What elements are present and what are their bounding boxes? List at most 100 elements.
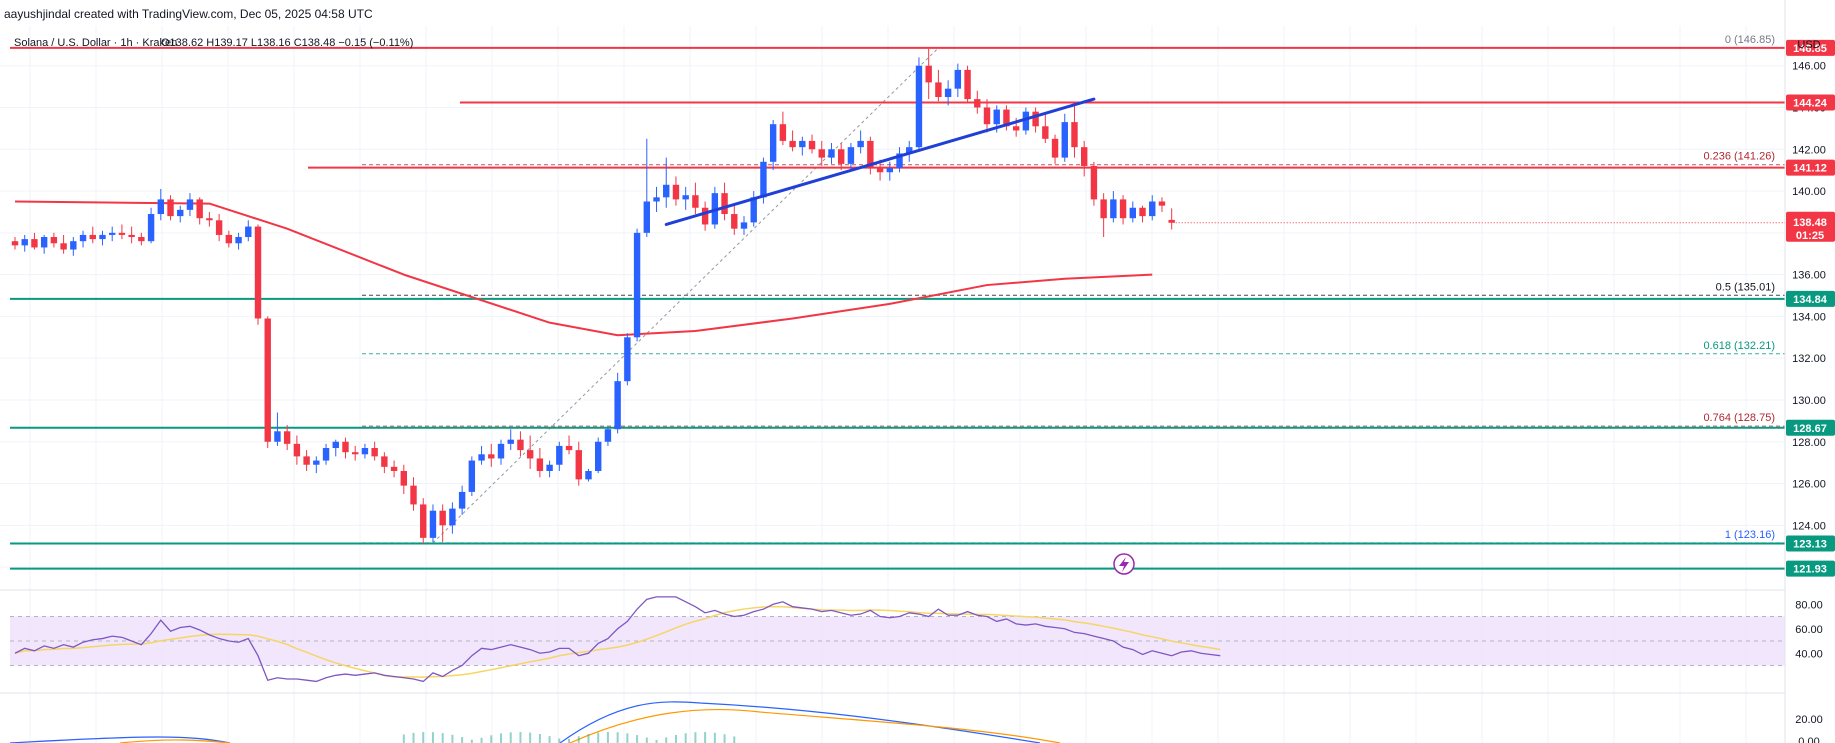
candle-body: [118, 232, 126, 235]
price-tag-label: 121.93: [1793, 564, 1827, 576]
price-tag-label: 123.13: [1793, 538, 1827, 550]
candle-body: [361, 448, 369, 455]
candle-body: [254, 226, 262, 319]
histogram-bar: [558, 738, 561, 743]
signal-line: [119, 708, 1061, 743]
candle-body: [1022, 111, 1030, 131]
candle-body: [546, 464, 553, 472]
histogram-bar: [422, 732, 425, 743]
price-tick-label: 132.00: [1792, 353, 1826, 365]
rsi-pane: [10, 596, 1785, 683]
price-tag-box: [1786, 94, 1835, 111]
candle-body: [847, 147, 855, 164]
candle-body: [206, 218, 213, 221]
histogram-bar: [480, 737, 483, 743]
candle-body: [526, 450, 534, 459]
price-tag-label: 146.85: [1793, 43, 1827, 55]
candle-body: [186, 199, 194, 210]
candle-body: [565, 445, 573, 451]
symbol-title[interactable]: Solana / U.S. Dollar · 1h · Kraken: [14, 37, 177, 49]
current-price-label: 138.48: [1793, 217, 1827, 229]
candle-body: [400, 471, 407, 486]
candle-body: [614, 381, 621, 430]
histogram-bar: [713, 732, 716, 743]
candle-body: [1149, 201, 1156, 217]
candle-body: [585, 471, 592, 480]
lower-indicator-pane: [9, 701, 1061, 743]
histogram-bar: [548, 736, 551, 743]
candle-body: [1100, 199, 1107, 219]
histogram-bar: [441, 733, 444, 743]
histogram-bar: [694, 732, 697, 743]
candle-body: [215, 220, 223, 235]
candle-body: [109, 232, 116, 235]
rsi-tick-label: 80.00: [1795, 599, 1823, 611]
price-tag-label: 134.84: [1793, 294, 1828, 306]
candle-body: [1051, 138, 1059, 158]
candle-body: [1110, 199, 1117, 219]
candle-body: [420, 504, 427, 538]
currency-label[interactable]: USD: [1797, 39, 1820, 51]
candle-body: [604, 429, 612, 442]
price-tag-label: 141.12: [1793, 163, 1827, 175]
candle-body: [1168, 219, 1175, 223]
histogram-bar: [626, 733, 629, 743]
moving-average: [14, 200, 1153, 337]
candle-body: [313, 460, 320, 465]
price-tag-box: [1786, 159, 1835, 176]
price-tag-box: [1786, 419, 1835, 436]
price-tick-label: 140.00: [1792, 186, 1826, 198]
candle-body: [225, 234, 233, 244]
histogram-bar: [704, 732, 707, 743]
candle-body: [21, 239, 28, 246]
price-axis[interactable]: [1785, 0, 1835, 743]
candle-body: [769, 124, 777, 162]
histogram-bar: [733, 736, 736, 743]
candle-body: [672, 184, 680, 200]
candle-body: [352, 452, 359, 455]
price-tick-label: 134.00: [1792, 311, 1826, 323]
candle-body: [70, 241, 77, 250]
rsi-band: [10, 616, 1785, 666]
candle-body: [974, 99, 981, 108]
price-tick-label: 146.00: [1792, 61, 1826, 73]
candle-body: [1012, 126, 1020, 131]
candle-body: [11, 241, 19, 246]
candle-body: [789, 140, 796, 148]
trendline[interactable]: [664, 97, 1096, 226]
price-tick-label: 128.00: [1792, 437, 1826, 449]
candle-body: [1129, 207, 1136, 219]
histogram-bar: [538, 733, 541, 743]
horizontal-levels[interactable]: [10, 46, 1785, 570]
candle-body: [750, 197, 757, 223]
candle-body: [31, 239, 38, 248]
candle-body: [1003, 109, 1010, 127]
histogram-bar: [509, 732, 512, 743]
candle-body: [1139, 207, 1146, 217]
rsi-line: [14, 596, 1221, 683]
histogram-bar: [597, 732, 600, 743]
candle-body: [808, 140, 816, 150]
candle-body: [633, 232, 641, 338]
candle-body: [1158, 201, 1166, 206]
candle-body: [429, 510, 437, 538]
candle-body: [964, 69, 971, 100]
price-tag-box: [1786, 39, 1835, 56]
fib-diagonal: [432, 47, 939, 544]
candle-body: [507, 439, 514, 444]
rsi-tick-label: 60.00: [1795, 624, 1823, 636]
histogram-bar: [470, 739, 473, 743]
candle-body: [157, 199, 164, 215]
candle-body: [468, 460, 476, 492]
candle-body: [138, 237, 145, 242]
candle-body: [983, 107, 991, 125]
price-tick-label: 124.00: [1792, 520, 1826, 532]
candle-body: [147, 214, 155, 242]
lightning-icon[interactable]: [1113, 553, 1135, 575]
candlestick-series: [11, 48, 1175, 545]
candle-body: [740, 222, 748, 229]
candle-body: [944, 88, 952, 98]
histogram-bar: [431, 732, 434, 743]
histogram-bar: [606, 732, 609, 743]
